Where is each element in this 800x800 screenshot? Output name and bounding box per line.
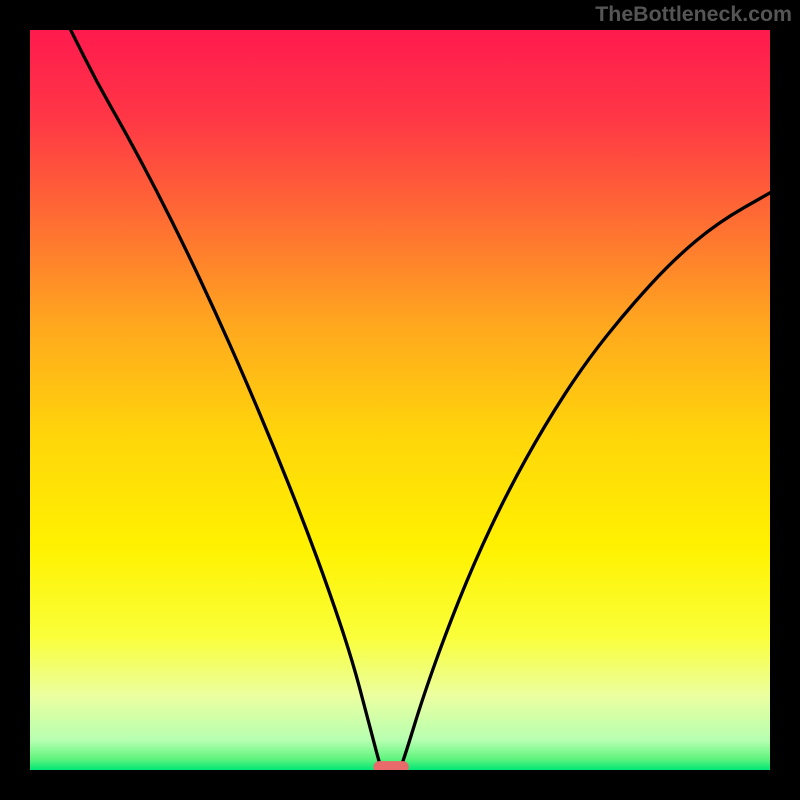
chart-frame: TheBottleneck.com [0, 0, 800, 800]
watermark: TheBottleneck.com [595, 2, 792, 27]
optimal-marker [373, 761, 409, 770]
gradient-background [30, 30, 770, 770]
bottleneck-chart [30, 30, 770, 770]
